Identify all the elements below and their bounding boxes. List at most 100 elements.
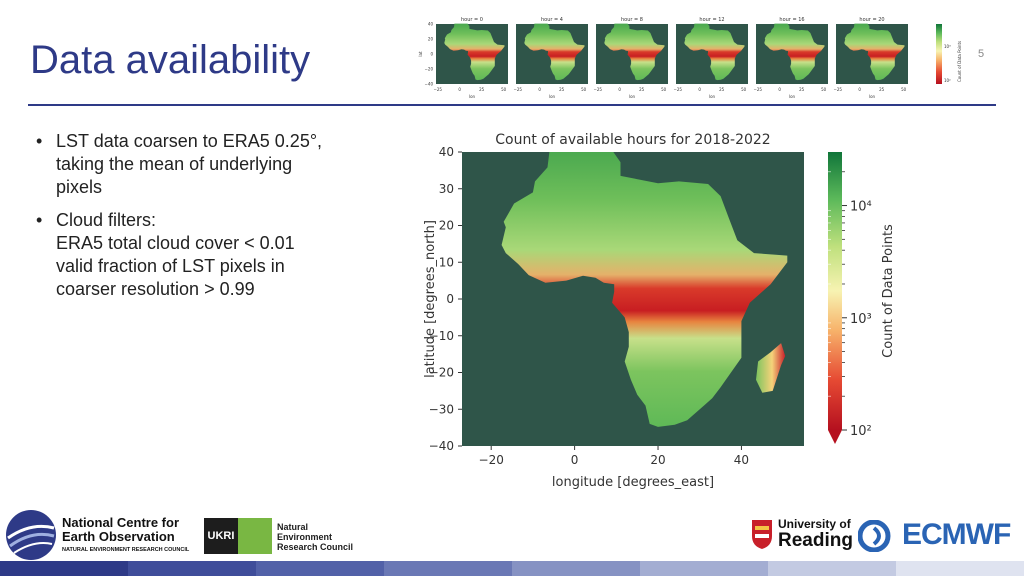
reading-crest-icon: [752, 520, 772, 549]
x-tick-label: 40: [734, 453, 749, 467]
thumbnail-x-tick: 50: [821, 87, 827, 92]
y-tick-label: 0: [446, 292, 454, 306]
thumbnail-xlabel: lon: [709, 94, 716, 99]
thumbnail-x-tick: −25: [834, 87, 843, 92]
thumbnail-x-tick: −25: [594, 87, 603, 92]
thumbnail-x-tick: 0: [698, 87, 701, 92]
thumbnail-africa: [844, 23, 905, 81]
africa-landmass: [501, 152, 788, 427]
bullet-line: coarser resolution > 0.99: [56, 279, 255, 299]
footer-color-segment: [640, 561, 768, 576]
thumbnail-title: hour = 0: [461, 17, 483, 23]
y-tick-label: 10: [439, 255, 454, 269]
bullet-list: LST data coarsen to ERA5 0.25°, taking t…: [34, 130, 364, 311]
thumbnail-x-tick: 50: [901, 87, 907, 92]
title-divider: [28, 104, 996, 106]
bullet-item: Cloud filters: ERA5 total cloud cover < …: [34, 209, 364, 301]
thumbnail-x-tick: 25: [799, 87, 805, 92]
slide-title: Data availability: [30, 38, 311, 82]
thumbnail-africa: [444, 23, 505, 81]
y-tick-label: 30: [439, 182, 454, 196]
thumbnail-title: hour = 8: [621, 17, 643, 23]
nerc-name-line: Research Council: [277, 542, 354, 552]
thumbnail-y-tick: 0: [430, 52, 433, 57]
bullet-line: valid fraction of LST pixels in: [56, 256, 285, 276]
thumbnail-x-tick: 50: [501, 87, 507, 92]
thumbnail-x-tick: 50: [741, 87, 747, 92]
ecmwf-swirl-icon: [858, 520, 891, 552]
reading-name-line: Reading: [778, 530, 853, 551]
x-tick-label: 20: [650, 453, 665, 467]
footer-color-segment: [896, 561, 1024, 576]
thumbnail-x-tick: −25: [754, 87, 763, 92]
nerc-logo-text: Natural Environment Research Council: [277, 522, 367, 552]
nceo-globe-icon: [6, 510, 56, 560]
ecmwf-logo: ECMWF: [902, 518, 1011, 551]
thumbnail-title: hour = 4: [541, 17, 563, 23]
hour-thumbnail: hour = 16 −25 0 25 50 lon: [754, 17, 828, 99]
chart-title: Count of available hours for 2018-2022: [495, 132, 770, 148]
footer-color-segment: [384, 561, 512, 576]
thumbnail-africa: [524, 23, 585, 81]
y-tick-label: −30: [429, 402, 454, 416]
thumbnail-y-tick: −40: [425, 82, 434, 87]
thumbnail-x-tick: 25: [479, 87, 485, 92]
nerc-name-line: Natural: [277, 522, 309, 532]
nceo-name-line: Earth Observation: [62, 529, 175, 544]
thumbnail-x-tick: −25: [434, 87, 443, 92]
thumbnail-africa: [764, 23, 825, 81]
colorbar: [828, 152, 842, 430]
footer-color-segment: [128, 561, 256, 576]
colorbar-extend-arrow: [828, 430, 842, 444]
colorbar-tick-label: 10²: [850, 424, 872, 439]
thumbnail-x-tick: 0: [538, 87, 541, 92]
thumbnail-x-tick: 0: [458, 87, 461, 92]
colorbar-tick-label: 10³: [850, 312, 872, 327]
thumbnail-africa: [604, 23, 665, 81]
thumbnail-x-tick: 25: [719, 87, 725, 92]
thumbnail-x-tick: 50: [661, 87, 667, 92]
thumbnail-cbar-label: Count of Data Points: [957, 41, 962, 82]
thumbnail-xlabel: lon: [549, 94, 556, 99]
footer-color-segment: [256, 561, 384, 576]
madagascar-landmass: [756, 343, 786, 393]
thumbnail-xlabel: lon: [789, 94, 796, 99]
thumbnail-x-tick: −25: [514, 87, 523, 92]
thumbnail-x-tick: 25: [559, 87, 565, 92]
x-tick-label: −20: [479, 453, 504, 467]
colorbar-tick-label: 10⁴: [850, 200, 872, 215]
reading-logo: University of Reading: [778, 518, 858, 551]
hour-thumbnail: hour = 8 −25 0 25 50 lon: [594, 17, 668, 99]
thumbnail-y-tick: 20: [428, 37, 434, 42]
bullet-line: Cloud filters:: [56, 210, 157, 230]
ukri-logo: UKRI: [204, 518, 238, 554]
nerc-name-line: Environment: [277, 532, 333, 542]
thumbnail-x-tick: 0: [618, 87, 621, 92]
hour-thumbnail: hour = 4 −25 0 25 50 lon: [514, 17, 588, 99]
bullet-line: pixels: [56, 177, 103, 197]
nerc-leaf-icon: [238, 518, 272, 554]
bullet-line: taking the mean of underlying: [56, 154, 293, 174]
thumbnail-ylabel: lat: [418, 51, 423, 57]
y-tick-label: 40: [439, 145, 454, 159]
thumbnail-y-tick: 40: [428, 22, 434, 27]
thumbnail-x-tick: 25: [879, 87, 885, 92]
nceo-subtitle: NATURAL ENVIRONMENT RESEARCH COUNCIL: [62, 547, 190, 553]
thumbnail-x-tick: 0: [778, 87, 781, 92]
bullet-line: ERA5 total cloud cover < 0.01: [56, 233, 295, 253]
y-tick-label: −20: [429, 366, 454, 380]
y-tick-label: 20: [439, 219, 454, 233]
hour-thumbnail: hour = 20 −25 0 25 50 lon: [834, 17, 908, 99]
reading-name-line: University of: [778, 517, 851, 531]
thumbnail-cbar-tick: 10³: [944, 44, 951, 49]
thumbnail-cbar-tick: 10²: [944, 78, 951, 83]
thumbnail-x-tick: 0: [858, 87, 861, 92]
y-tick-label: −40: [429, 439, 454, 453]
thumbnail-xlabel: lon: [469, 94, 476, 99]
hour-thumbnail: hour = 0 −25 0 25 50 lon 40 20 0 −20 −40 lat: [418, 17, 508, 99]
slide-number: 5: [978, 48, 985, 60]
thumbnail-africa: [684, 23, 745, 81]
y-axis-label: latitude [degrees_north]: [424, 220, 438, 378]
thumbnail-title: hour = 12: [699, 17, 724, 23]
